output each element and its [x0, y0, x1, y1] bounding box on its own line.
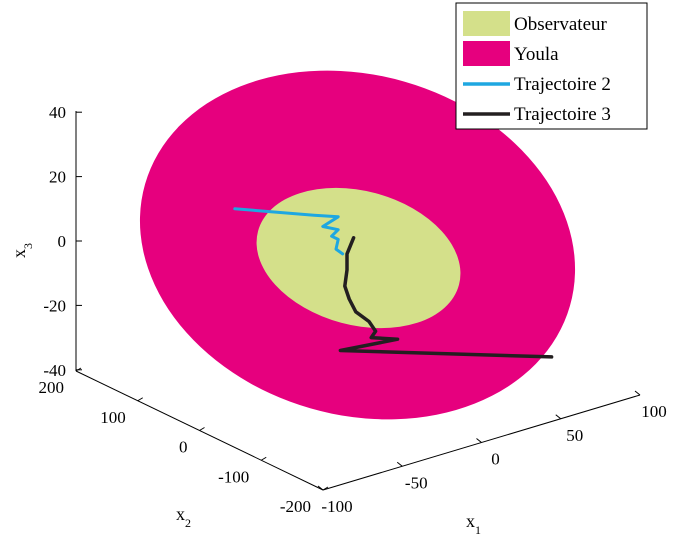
z-tick-label: -20	[43, 296, 66, 315]
y-tick-mark	[260, 456, 267, 461]
regions	[139, 70, 576, 420]
y-tick-mark	[75, 367, 82, 372]
x-tick-mark	[317, 485, 324, 491]
legend-label: Trajectoire 2	[514, 74, 611, 95]
trajectory-series	[233, 207, 554, 359]
x-tick-mark	[555, 414, 562, 420]
y-tick-mark	[199, 427, 205, 431]
x-tick-label: -100	[321, 497, 352, 516]
z-tick-label: -40	[43, 361, 66, 380]
y-tick-label: 0	[179, 438, 188, 457]
x-tick-mark	[396, 461, 403, 467]
y-tick-mark	[137, 397, 144, 402]
x-tick-label: 50	[566, 426, 583, 445]
legend-label: Youla	[514, 44, 559, 65]
x-axis-label: x1	[466, 511, 481, 534]
x-tick-mark	[476, 438, 482, 443]
y-tick-label: 100	[100, 408, 126, 427]
trajectory-2-line	[233, 207, 345, 256]
z-tick-label: 20	[49, 168, 66, 187]
y-tick-label: 200	[39, 378, 65, 397]
trajectory-3-line	[338, 236, 554, 359]
x-tick-label: 0	[491, 450, 500, 469]
legend-label: Observateur	[514, 14, 608, 35]
observer-region	[256, 187, 461, 329]
legend-label: Trajectoire 3	[514, 104, 611, 125]
z-tick-label: 40	[49, 103, 66, 122]
legend-swatch	[463, 41, 510, 66]
legend-swatch	[463, 11, 510, 36]
y-tick-label: -200	[280, 497, 311, 516]
x-tick-mark	[634, 390, 641, 396]
y-axis-label: x2	[176, 504, 191, 530]
z-tick-label: 0	[58, 232, 67, 251]
z-axis-label: x3	[9, 243, 35, 258]
y-tick-label: -100	[218, 467, 249, 486]
x-tick-label: -50	[405, 473, 428, 492]
legend: Observateur Youla Trajectoire 2 Trajectoire…	[455, 2, 648, 130]
x-tick-label: 100	[641, 402, 667, 421]
axes: 40200-20-40x3-200-1000100200x2-100-50050…	[9, 103, 667, 534]
